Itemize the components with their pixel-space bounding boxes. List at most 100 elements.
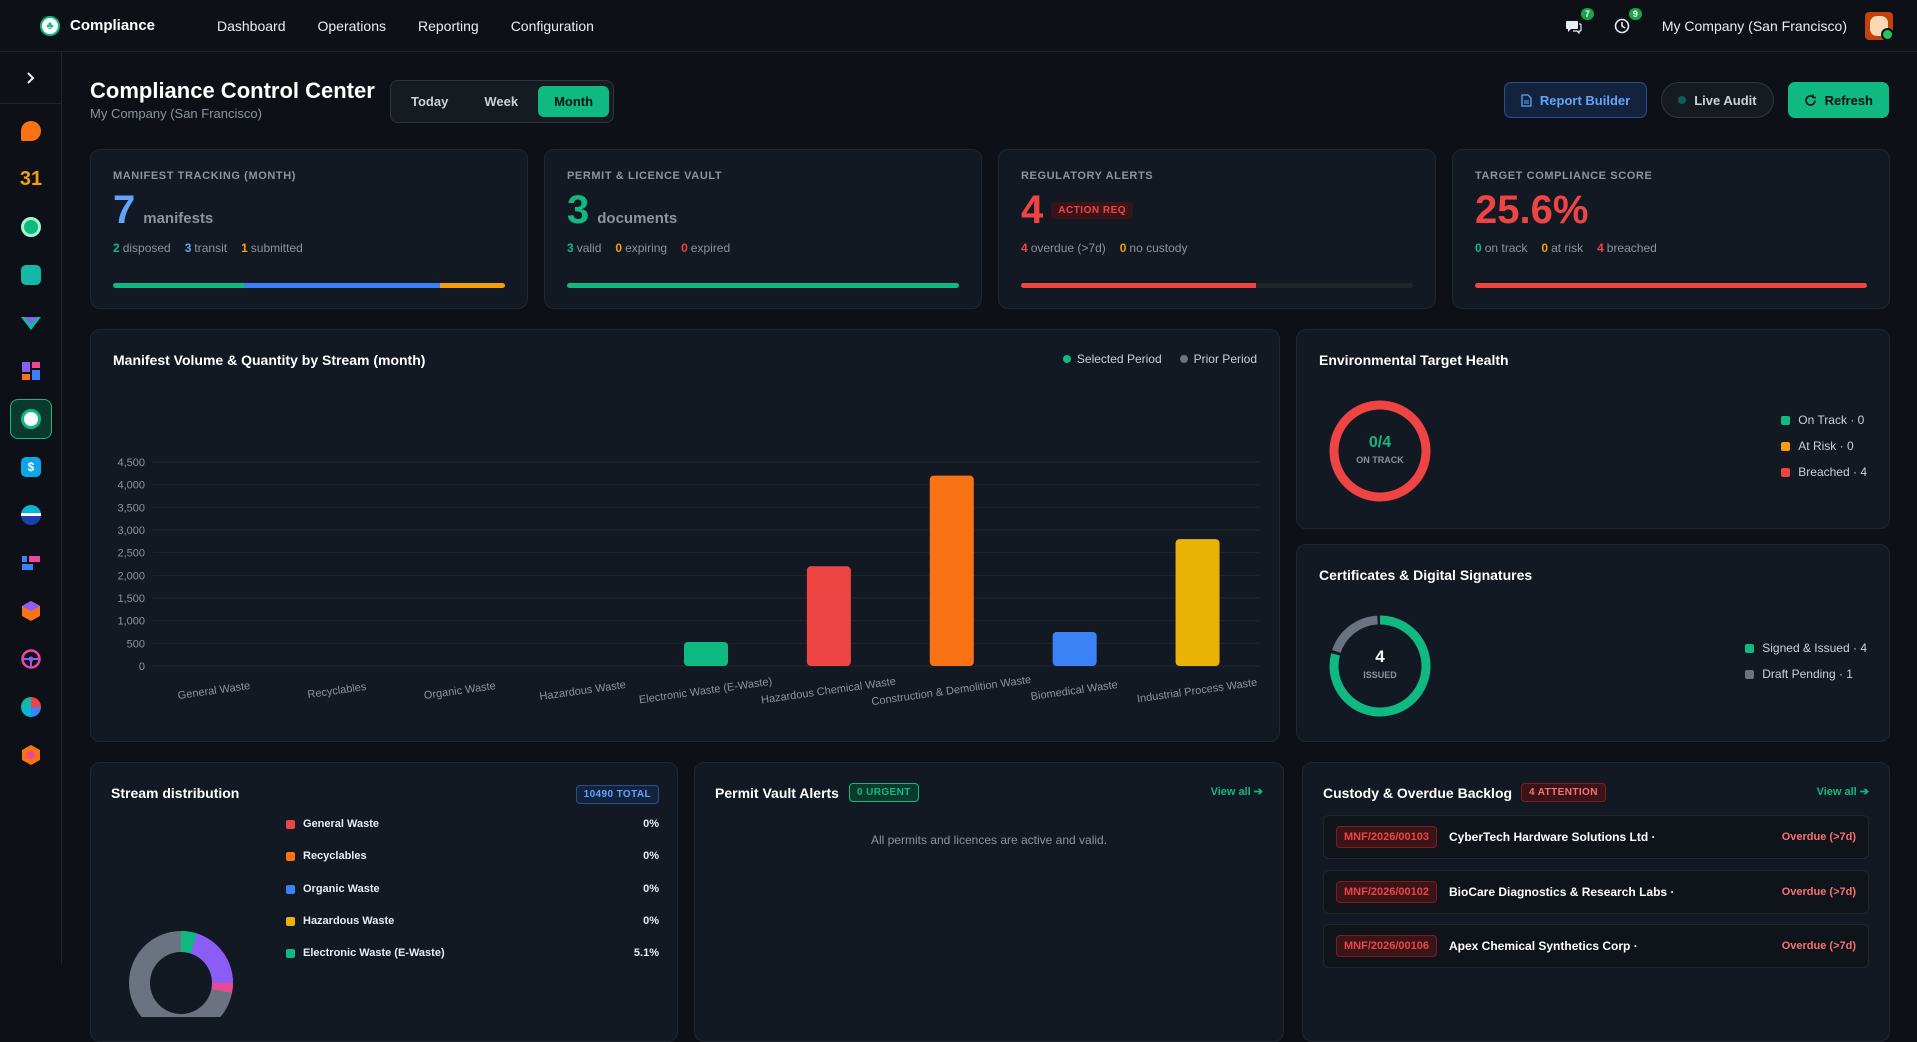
sidebar-app-compliance-alt[interactable] [10, 207, 52, 247]
leaf-circle-icon [21, 217, 41, 237]
x-tick-label: General Waste [177, 680, 251, 702]
chat-icon [1565, 19, 1582, 34]
custody-row[interactable]: MNF/2026/00102 BioCare Diagnostics & Rese… [1323, 870, 1869, 914]
y-tick-label: 1,000 [117, 616, 145, 628]
calendar-icon: 31 [20, 168, 42, 191]
sidebar-expand-toggle[interactable] [0, 52, 61, 104]
sidebar-app-fleet[interactable] [10, 639, 52, 679]
env-health-panel: Environmental Target Health 0/4 ON TRACK… [1296, 329, 1890, 529]
kpi-progress-bar [113, 283, 505, 288]
certificates-label: ISSUED [1325, 670, 1435, 680]
bar-biomedical-waste[interactable] [1053, 632, 1097, 666]
chat-button[interactable]: 7 [1564, 16, 1584, 36]
steering-wheel-icon [20, 648, 42, 670]
x-tick-label: Recyclables [307, 681, 368, 701]
sidebar-app-crm[interactable] [10, 303, 52, 343]
period-week[interactable]: Week [468, 86, 534, 117]
bar-industrial-process-waste[interactable] [1176, 539, 1220, 666]
kpi-label: REGULATORY ALERTS [1021, 170, 1413, 182]
header-actions: Report Builder Live Audit Refresh [1504, 82, 1889, 118]
overdue-status: Overdue (>7d) [1782, 886, 1856, 898]
y-tick-label: 4,500 [117, 457, 145, 469]
y-tick-label: 2,500 [117, 548, 145, 560]
page-subtitle: My Company (San Francisco) [90, 106, 262, 121]
distribution-row: Electronic Waste (E-Waste)5.1% [286, 947, 659, 959]
generator-name: CyberTech Hardware Solutions Ltd · [1449, 830, 1655, 844]
manifest-id[interactable]: MNF/2026/00106 [1336, 935, 1437, 957]
kpi-value: 3 [567, 188, 589, 233]
generator-name: BioCare Diagnostics & Research Labs · [1449, 885, 1674, 899]
nav-dashboard[interactable]: Dashboard [217, 18, 286, 34]
volume-chart-panel: Manifest Volume & Quantity by Stream (mo… [90, 329, 1280, 742]
sidebar-app-compliance[interactable] [10, 399, 52, 439]
nav-configuration[interactable]: Configuration [511, 18, 594, 34]
manifest-id[interactable]: MNF/2026/00103 [1336, 826, 1437, 848]
app-sidebar: 31 $ [0, 52, 62, 964]
y-tick-label: 500 [127, 638, 145, 650]
period-today[interactable]: Today [395, 86, 464, 117]
chevron-right-icon [26, 71, 36, 85]
custody-panel: Custody & Overdue Backlog 4 ATTENTION Vi… [1302, 762, 1890, 1042]
bar-hazardous-chemical-waste[interactable] [807, 566, 851, 666]
invoice-icon: $ [21, 457, 41, 477]
sidebar-app-maintenance[interactable] [10, 687, 52, 727]
sidebar-app-inventory[interactable] [10, 591, 52, 631]
bar-construction-demolition-waste[interactable] [930, 476, 974, 666]
activity-count-badge: 9 [1629, 8, 1642, 20]
dashboard-grid-icon [21, 361, 41, 381]
action-required-badge: ACTION REQ [1051, 202, 1133, 219]
company-switcher[interactable]: My Company (San Francisco) [1662, 18, 1847, 34]
overdue-status: Overdue (>7d) [1782, 831, 1856, 843]
kpi-unit: documents [597, 210, 677, 227]
planning-icon [21, 555, 41, 571]
x-tick-label: Electronic Waste (E-Waste) [638, 676, 773, 707]
distribution-donut [113, 907, 263, 1017]
sidebar-app-project[interactable] [10, 495, 52, 535]
main-nav: Dashboard Operations Reporting Configura… [217, 18, 594, 34]
y-tick-label: 3,500 [117, 502, 145, 514]
report-builder-button[interactable]: Report Builder [1504, 82, 1647, 118]
permit-view-all-link[interactable]: View all ➔ [1211, 785, 1263, 798]
arrow-right-icon: ➔ [1860, 786, 1869, 798]
page-title: Compliance Control Center [90, 78, 375, 104]
brand[interactable]: ♣ Compliance [40, 16, 217, 36]
sidebar-app-discuss[interactable] [10, 111, 52, 151]
nav-operations[interactable]: Operations [318, 18, 386, 34]
certificates-value: 4 [1325, 647, 1435, 667]
chat-bubble-icon [21, 121, 41, 141]
sidebar-app-dashboards[interactable] [10, 351, 52, 391]
sidebar-app-calendar[interactable]: 31 [10, 159, 52, 199]
refresh-button[interactable]: Refresh [1788, 82, 1889, 118]
sidebar-app-settings[interactable] [10, 735, 52, 775]
bar-electronic-waste-e-waste-[interactable] [684, 642, 728, 666]
certificates-panel: Certificates & Digital Signatures 4 ISSU… [1296, 544, 1890, 742]
distribution-total-badge: 10490 TOTAL [576, 785, 659, 804]
nav-reporting[interactable]: Reporting [418, 18, 479, 34]
env-health-label: ON TRACK [1325, 455, 1435, 465]
sidebar-app-contacts[interactable] [10, 255, 52, 295]
sidebar-app-invoicing[interactable]: $ [10, 447, 52, 487]
period-selector: Today Week Month [390, 80, 614, 123]
live-audit-button[interactable]: Live Audit [1661, 82, 1773, 118]
avatar[interactable] [1865, 12, 1893, 40]
manifest-id[interactable]: MNF/2026/00102 [1336, 881, 1437, 903]
period-month[interactable]: Month [538, 86, 609, 117]
activity-button[interactable]: 9 [1612, 16, 1632, 36]
custody-row[interactable]: MNF/2026/00103 CyberTech Hardware Solutio… [1323, 815, 1869, 859]
x-tick-label: Industrial Process Waste [1136, 677, 1258, 706]
sidebar-app-planning[interactable] [10, 543, 52, 583]
custody-view-all-link[interactable]: View all ➔ [1817, 785, 1869, 798]
live-audit-label: Live Audit [1694, 93, 1756, 108]
